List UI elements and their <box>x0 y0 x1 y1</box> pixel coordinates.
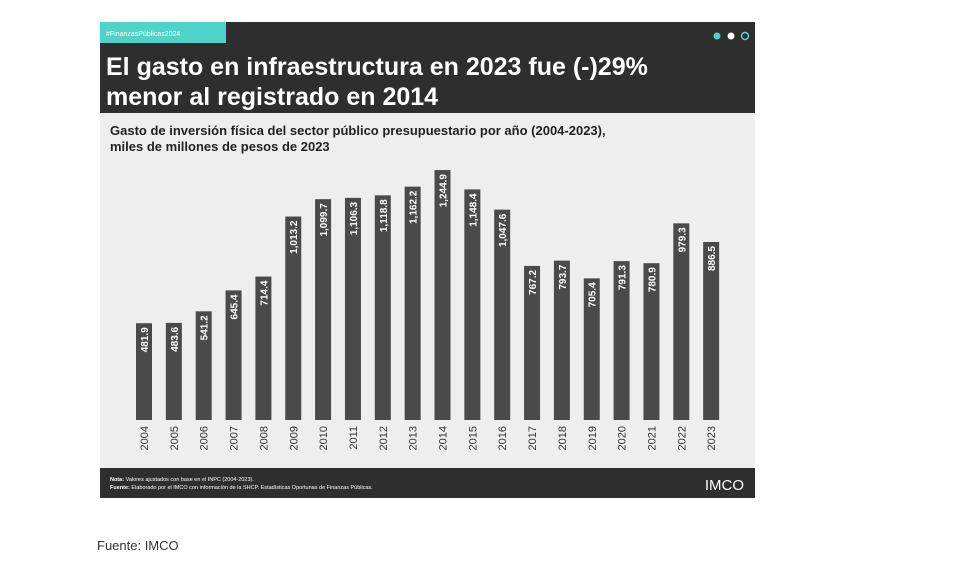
note-text: Valores ajustados con base en el INPC (2… <box>126 477 255 483</box>
bar <box>703 241 720 420</box>
x-tick-label: 2015 <box>467 426 479 450</box>
bar <box>165 322 182 420</box>
bar <box>494 209 511 420</box>
bar <box>673 223 690 420</box>
bar <box>583 278 600 420</box>
data-label: 767.2 <box>528 270 539 295</box>
x-tick-label: 2013 <box>408 426 420 450</box>
x-tick-label: 2021 <box>646 426 658 450</box>
tag: #FinanzasPúblicas2024 <box>106 31 180 38</box>
x-tick-label: 2007 <box>229 426 241 450</box>
data-label: 1,047.6 <box>498 213 509 247</box>
x-tick-label: 2006 <box>199 426 211 450</box>
data-label: 705.4 <box>588 282 599 307</box>
bar <box>285 216 302 420</box>
caption: Fuente: IMCO <box>97 538 179 553</box>
data-label: 1,148.4 <box>468 193 479 227</box>
x-tick-label: 2010 <box>318 426 330 450</box>
data-label: 481.9 <box>140 327 151 352</box>
headline: El gasto en infraestructura en 2023 fue … <box>106 53 648 81</box>
data-label: 1,099.7 <box>319 203 330 237</box>
data-label: 483.6 <box>170 326 181 351</box>
data-label: 1,106.3 <box>349 201 360 235</box>
data-label: 1,244.9 <box>439 174 450 208</box>
chart-title: Gasto de inversión física del sector púb… <box>110 123 606 138</box>
note-label: Nota: <box>110 477 124 483</box>
logo: IMCO <box>705 477 744 494</box>
bar <box>434 170 451 420</box>
chart-title: miles de millones de pesos de 2023 <box>110 139 330 154</box>
source-text: Elaborado por el IMCO con información de… <box>131 485 373 491</box>
bar <box>136 323 152 420</box>
bar <box>524 265 541 420</box>
dot <box>713 32 721 40</box>
headline: menor al registrado en 2014 <box>106 83 438 111</box>
x-tick-label: 2017 <box>527 426 539 450</box>
bar <box>404 186 421 420</box>
x-tick-label: 2005 <box>169 426 181 450</box>
data-label: 1,013.2 <box>289 220 300 254</box>
x-tick-label: 2012 <box>378 426 390 450</box>
data-label: 541.2 <box>200 315 211 340</box>
bar <box>613 261 630 420</box>
bar <box>344 197 361 420</box>
data-label: 791.3 <box>618 265 629 290</box>
bar <box>315 199 332 420</box>
x-tick-label: 2018 <box>557 426 569 450</box>
data-label: 645.4 <box>230 294 241 319</box>
x-tick-label: 2008 <box>258 426 270 450</box>
source-label: Fuente: <box>110 485 130 491</box>
source-note: Fuente: Elaborado por el IMCO con inform… <box>110 485 373 491</box>
bar <box>255 276 272 420</box>
x-tick-label: 2009 <box>288 426 300 450</box>
bar <box>195 311 212 420</box>
x-tick-label: 2004 <box>139 426 151 450</box>
x-tick-label: 2016 <box>497 426 509 450</box>
bar <box>374 195 391 420</box>
x-tick-label: 2023 <box>706 426 718 450</box>
x-tick-label: 2011 <box>348 426 360 450</box>
footer-band <box>100 468 755 498</box>
data-label: 886.5 <box>707 246 718 271</box>
bar <box>464 189 481 420</box>
data-label: 979.3 <box>677 227 688 252</box>
data-label: 780.9 <box>647 267 658 292</box>
data-label: 1,162.2 <box>409 190 420 224</box>
x-tick-label: 2022 <box>676 426 688 450</box>
bar <box>553 260 570 420</box>
x-tick-label: 2020 <box>617 426 629 450</box>
bar <box>643 263 660 420</box>
dot <box>727 32 735 40</box>
dot <box>740 31 750 41</box>
data-label: 793.7 <box>558 264 569 289</box>
data-label: 714.4 <box>259 280 270 305</box>
data-label: 1,118.8 <box>379 199 390 232</box>
note: Nota: Valores ajustados con base en el I… <box>110 477 254 483</box>
bar <box>225 290 242 420</box>
x-tick-label: 2019 <box>587 426 599 450</box>
x-tick-label: 2014 <box>438 426 450 450</box>
tag-box <box>100 22 226 43</box>
